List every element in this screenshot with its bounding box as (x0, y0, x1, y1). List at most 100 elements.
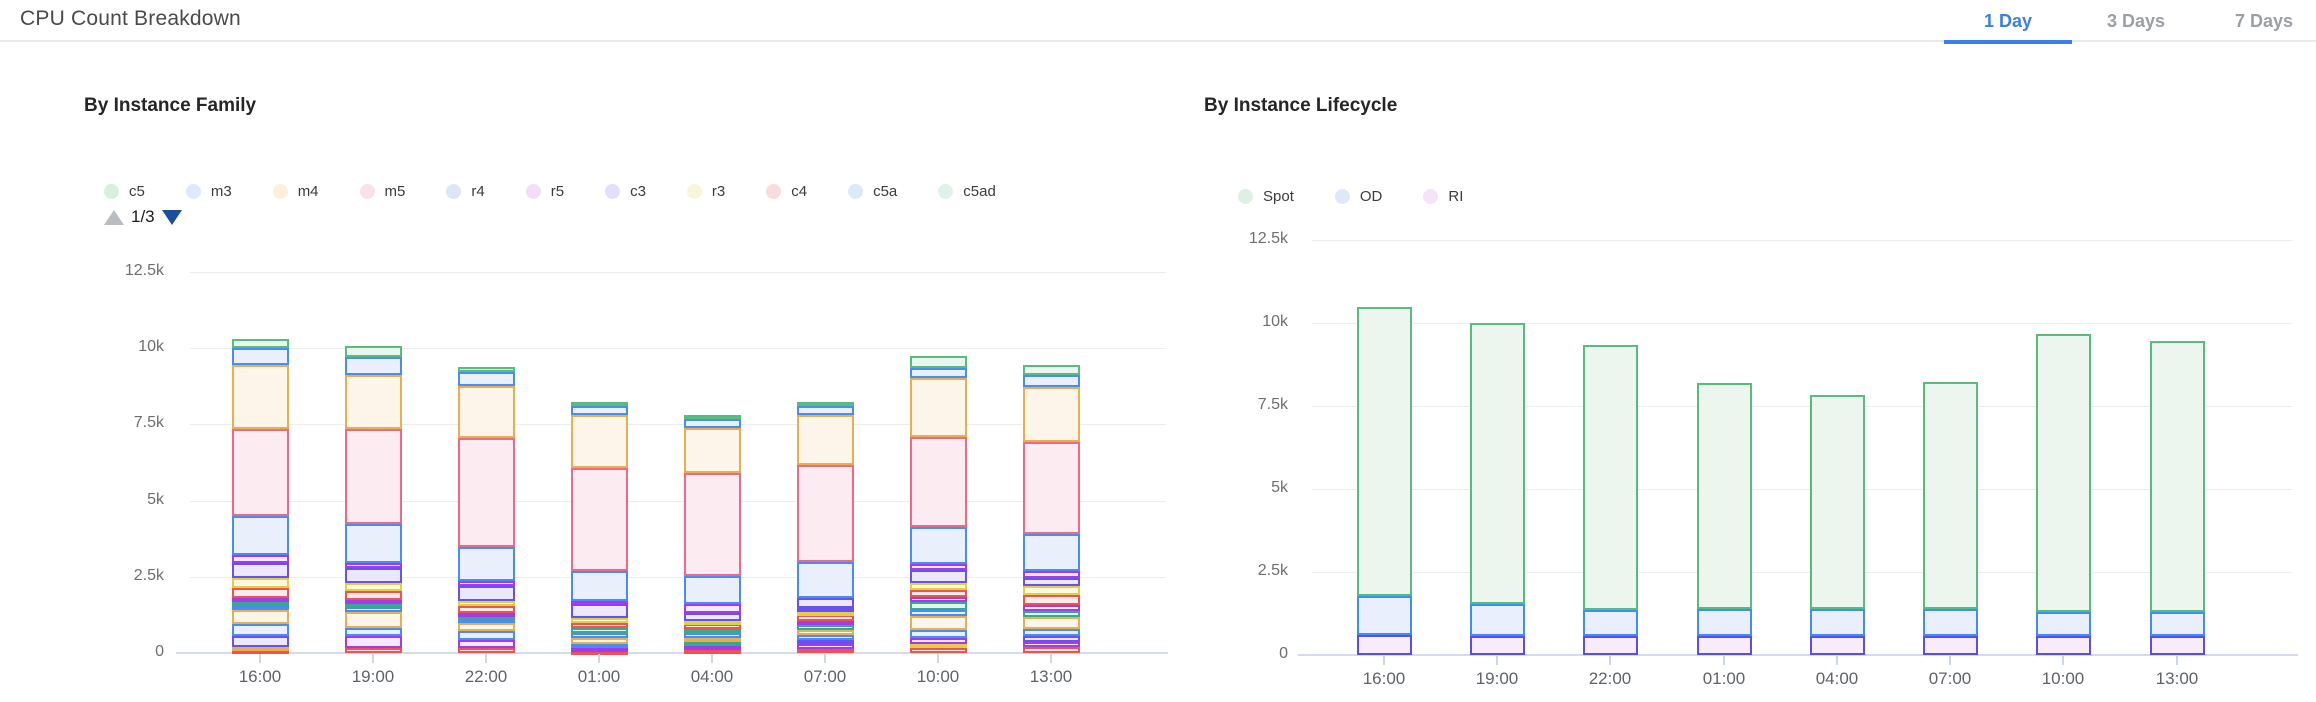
bar-segment-22:00[interactable] (457, 647, 515, 653)
bar-segment-01:00[interactable] (570, 647, 628, 652)
bar-segment-19:00[interactable] (344, 627, 402, 637)
bar-segment-16:00[interactable] (231, 602, 289, 607)
bar-segment-10:00[interactable] (909, 602, 967, 611)
bar-segment-10:00[interactable] (909, 590, 967, 597)
bar-segment-01:00[interactable] (570, 637, 628, 645)
bar-segment-22:00[interactable] (1582, 636, 1638, 655)
bar-segment-16:00[interactable] (231, 647, 289, 652)
bar-segment-19:00[interactable] (344, 562, 402, 568)
bar-segment-07:00[interactable] (796, 405, 854, 415)
bar-segment-10:00[interactable] (909, 527, 967, 565)
bar-segment-01:00[interactable] (570, 604, 628, 618)
bar-segment-01:00[interactable] (1696, 382, 1752, 610)
bar-segment-04:00[interactable] (1809, 609, 1865, 637)
legend-item-m5[interactable]: m5 (359, 183, 405, 200)
legend-item-RI[interactable]: RI (1423, 188, 1463, 205)
bar-segment-16:00[interactable] (231, 339, 289, 349)
bar-segment-01:00[interactable] (570, 617, 628, 624)
bar-segment-22:00[interactable] (457, 580, 515, 586)
bar-segment-04:00[interactable] (683, 624, 741, 629)
legend-item-Spot[interactable]: Spot (1238, 188, 1294, 205)
bar-segment-07:00[interactable] (796, 414, 854, 466)
bar-segment-13:00[interactable] (1022, 595, 1080, 605)
legend-item-c3[interactable]: c3 (605, 183, 646, 200)
bar-segment-04:00[interactable] (1809, 636, 1865, 655)
bar-segment-13:00[interactable] (1022, 534, 1080, 571)
bar-segment-04:00[interactable] (683, 642, 741, 647)
bar-segment-19:00[interactable] (1469, 323, 1525, 605)
bar-segment-07:00[interactable] (796, 607, 854, 613)
bar-segment-13:00[interactable] (1022, 628, 1080, 637)
bar-segment-22:00[interactable] (457, 631, 515, 641)
bar-segment-22:00[interactable] (457, 612, 515, 617)
bar-segment-04:00[interactable] (683, 473, 741, 576)
bar-segment-13:00[interactable] (1022, 375, 1080, 387)
bar-segment-01:00[interactable] (570, 644, 628, 649)
bar-segment-13:00[interactable] (1022, 441, 1080, 535)
legend-item-c4[interactable]: c4 (766, 183, 807, 200)
bar-segment-01:00[interactable] (570, 570, 628, 601)
bar-segment-07:00[interactable] (796, 629, 854, 636)
bar-segment-13:00[interactable] (1022, 586, 1080, 596)
legend-item-m3[interactable]: m3 (185, 183, 232, 200)
bar-segment-07:00[interactable] (1922, 609, 1978, 637)
bar-segment-19:00[interactable] (344, 374, 402, 429)
bar-segment-07:00[interactable] (796, 597, 854, 608)
bar-segment-13:00[interactable] (1022, 642, 1080, 648)
bar-segment-19:00[interactable] (1469, 604, 1525, 637)
bar-segment-16:00[interactable] (231, 516, 289, 555)
bar-segment-13:00[interactable] (1022, 611, 1080, 617)
bar-segment-16:00[interactable] (231, 554, 289, 563)
bar-segment-19:00[interactable] (344, 636, 402, 648)
bar-segment-01:00[interactable] (570, 600, 628, 605)
bar-segment-10:00[interactable] (2035, 333, 2091, 612)
bar-segment-04:00[interactable] (683, 575, 741, 605)
bar-segment-16:00[interactable] (231, 636, 289, 648)
bar-segment-22:00[interactable] (1582, 610, 1638, 637)
bar-segment-07:00[interactable] (796, 640, 854, 645)
bar-segment-16:00[interactable] (231, 562, 289, 578)
bar-segment-16:00[interactable] (231, 587, 289, 598)
tab-3-days[interactable]: 3 Days (2106, 10, 2166, 31)
bar-segment-22:00[interactable] (457, 367, 515, 372)
bar-segment-04:00[interactable] (683, 633, 741, 638)
bar-segment-19:00[interactable] (344, 346, 402, 358)
bar-segment-13:00[interactable] (1022, 577, 1080, 587)
bar-segment-22:00[interactable] (457, 600, 515, 606)
bar-segment-01:00[interactable] (570, 406, 628, 415)
bar-segment-22:00[interactable] (457, 386, 515, 439)
bar-segment-16:00[interactable] (231, 348, 289, 366)
bar-segment-04:00[interactable] (683, 604, 741, 613)
bar-segment-22:00[interactable] (457, 585, 515, 601)
bar-segment-07:00[interactable] (796, 401, 854, 406)
bar-segment-01:00[interactable] (570, 468, 628, 571)
legend-item-r5[interactable]: r5 (525, 183, 564, 200)
bar-segment-07:00[interactable] (796, 562, 854, 598)
bar-segment-16:00[interactable] (231, 577, 289, 588)
bar-segment-10:00[interactable] (2035, 611, 2091, 637)
bar-segment-04:00[interactable] (683, 637, 741, 643)
bar-segment-13:00[interactable] (1022, 636, 1080, 643)
bar-segment-07:00[interactable] (1922, 636, 1978, 655)
bar-segment-22:00[interactable] (457, 547, 515, 581)
legend-page-down-icon[interactable] (161, 209, 182, 225)
bar-segment-07:00[interactable] (796, 625, 854, 630)
tab-1-day[interactable]: 1 Day (1944, 0, 2072, 44)
tab-7-days[interactable]: 7 Days (2234, 10, 2294, 31)
bar-segment-22:00[interactable] (457, 640, 515, 648)
bar-segment-19:00[interactable] (344, 567, 402, 583)
bar-segment-04:00[interactable] (683, 646, 741, 651)
bar-segment-04:00[interactable] (683, 628, 741, 634)
bar-segment-10:00[interactable] (909, 368, 967, 379)
bar-segment-07:00[interactable] (1922, 381, 1978, 610)
bar-segment-10:00[interactable] (909, 615, 967, 630)
bar-segment-01:00[interactable] (1696, 636, 1752, 655)
bar-segment-04:00[interactable] (683, 620, 741, 625)
bar-segment-10:00[interactable] (909, 638, 967, 644)
bar-segment-22:00[interactable] (1582, 345, 1638, 610)
bar-segment-16:00[interactable] (1356, 596, 1412, 636)
bar-segment-19:00[interactable] (344, 591, 402, 600)
bar-segment-07:00[interactable] (796, 644, 854, 649)
bar-segment-16:00[interactable] (231, 650, 289, 655)
bar-segment-19:00[interactable] (344, 647, 402, 653)
